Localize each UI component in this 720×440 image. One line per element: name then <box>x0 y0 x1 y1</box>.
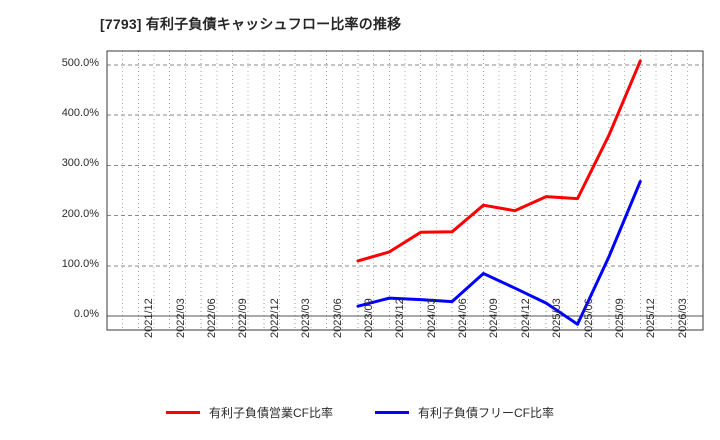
x-axis-tick-label: 2023/12 <box>394 298 407 338</box>
x-axis-tick-label: 2023/03 <box>300 298 313 338</box>
axis-layer <box>106 50 704 331</box>
x-axis-tick-label: 2026/03 <box>676 298 689 338</box>
x-axis-tick-label: 2024/06 <box>457 298 470 338</box>
x-axis-tick-label: 2022/06 <box>206 298 219 338</box>
series-line-2 <box>356 180 642 326</box>
y-axis-tick-label: 500.0% <box>61 57 99 69</box>
legend-label: 有利子負債フリーCF比率 <box>418 406 554 420</box>
chart-title: [7793] 有利子負債キャッシュフロー比率の推移 <box>100 16 402 32</box>
x-axis-tick-label: 2024/12 <box>519 298 532 338</box>
legend-label: 有利子負債営業CF比率 <box>209 406 333 420</box>
x-axis-tick-label: 2021/12 <box>143 298 156 338</box>
y-axis-tick-label: 300.0% <box>61 157 99 170</box>
x-axis-tick-label: 2025/03 <box>551 298 564 338</box>
x-axis-tick-label: 2022/03 <box>174 298 187 338</box>
legend-line-swatch-icon <box>166 411 200 414</box>
x-axis-tick-label: 2022/12 <box>268 298 281 338</box>
legend-item-1[interactable]: 有利子負債営業CF比率 <box>166 404 333 421</box>
x-axis-tick-label: 2024/03 <box>425 298 438 338</box>
y-axis-tick-label: 0.0% <box>73 308 99 321</box>
grid-layer <box>107 51 703 330</box>
x-axis-tick-label: 2023/09 <box>362 298 375 338</box>
y-axis-tick-label: 400.0% <box>61 107 99 120</box>
chart-legend: 有利子負債営業CF比率 有利子負債フリーCF比率 <box>0 404 720 421</box>
y-axis-tick-label: 100.0% <box>61 257 99 270</box>
x-axis-tick-label: 2024/09 <box>488 298 501 338</box>
y-axis-tick-label: 200.0% <box>61 207 99 220</box>
x-axis-tick-label: 2023/06 <box>331 298 344 338</box>
series-layer <box>356 59 642 326</box>
legend-item-2[interactable]: 有利子負債フリーCF比率 <box>375 404 554 421</box>
x-axis-tick-label: 2022/09 <box>237 298 250 338</box>
series-line-1 <box>356 59 642 263</box>
x-axis-tick-label: 2025/06 <box>582 298 595 338</box>
legend-line-swatch-icon <box>375 411 409 414</box>
x-axis-tick-label: 2025/12 <box>645 298 658 338</box>
x-axis-tick-label: 2025/09 <box>613 298 626 338</box>
